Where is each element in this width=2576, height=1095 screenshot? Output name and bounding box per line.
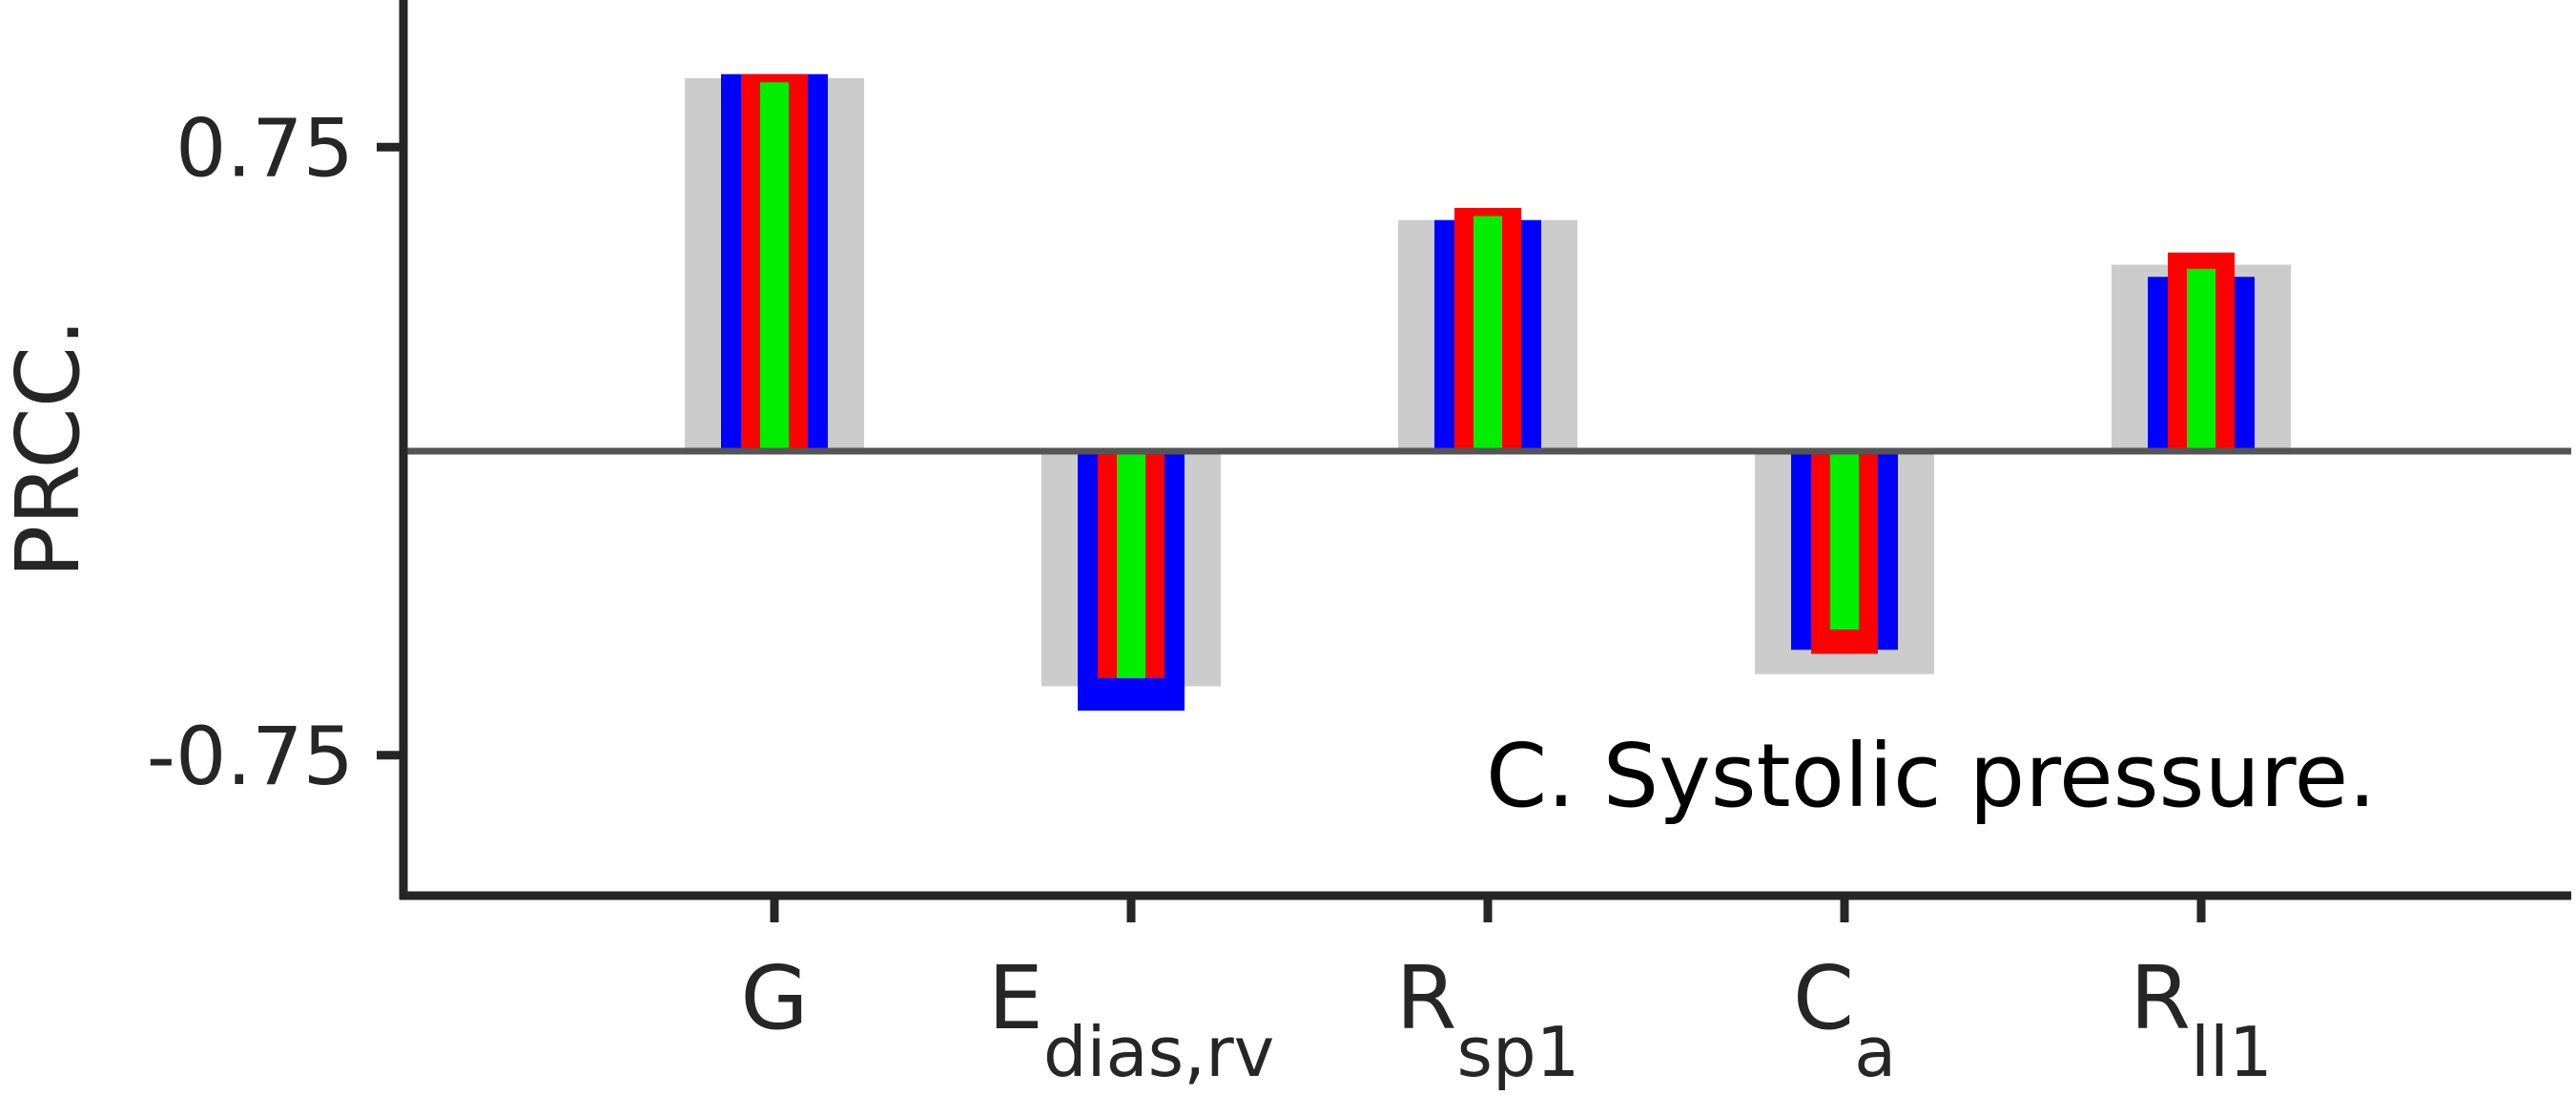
x-tick-label-0: G [740, 947, 808, 1049]
bars-layer [685, 73, 2291, 711]
bar-s3-c2 [1473, 216, 1502, 451]
y-tick-label-1: -0.75 [147, 710, 354, 803]
bar-s3-c1 [1117, 451, 1145, 678]
bar-group-1 [1041, 451, 1221, 711]
bar-s3-c0 [760, 82, 789, 451]
x-tick-label-4: Rll1 [2130, 947, 2273, 1092]
x-ticks: G Edias,rv Rsp1 Ca Rll1 [740, 896, 2273, 1092]
bar-s3-c3 [1830, 451, 1859, 630]
bar-group-3 [1755, 451, 1934, 674]
y-axis-title: PRCC. [0, 319, 99, 579]
bar-group-2 [1398, 208, 1577, 451]
x-tick-label-2: Rsp1 [1396, 947, 1580, 1092]
y-ticks: 0.75 -0.75 [147, 101, 403, 803]
x-tick-label-3: Ca [1793, 947, 1896, 1092]
bar-group-0 [685, 73, 864, 451]
y-tick-label-0: 0.75 [175, 101, 354, 195]
bar-group-4 [2112, 252, 2291, 451]
chart-annotation: C. Systolic pressure. [1486, 725, 2376, 827]
x-tick-label-1: Edias,rv [988, 947, 1275, 1092]
bar-s3-c4 [2187, 268, 2215, 451]
